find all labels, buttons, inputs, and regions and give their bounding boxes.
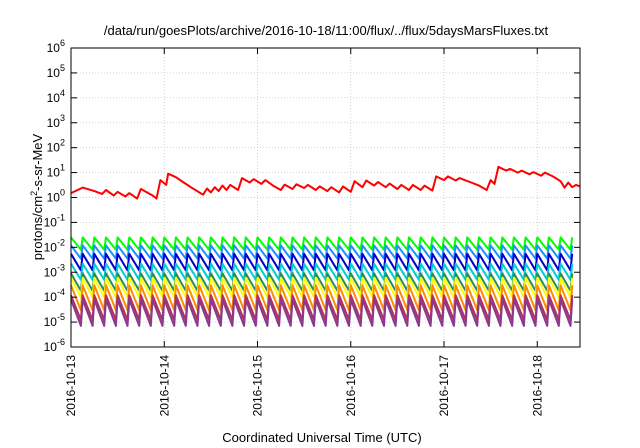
y-tick-label: 10-6 bbox=[44, 337, 65, 354]
x-tick-label: 2016-10-13 bbox=[64, 355, 78, 417]
y-axis-label: protons/cm2-s-sr-MeV bbox=[29, 133, 45, 260]
y-tick-label: 100 bbox=[47, 188, 65, 205]
y-tick-label: 104 bbox=[47, 88, 65, 105]
y-tick-layer: 10-6 10-5 10-4 10-3 10-2 10-1 100 101 102 103 104 1… bbox=[44, 38, 580, 354]
x-axis-label: Coordinated Universal Time (UTC) bbox=[222, 430, 421, 445]
y-tick-label: 102 bbox=[47, 138, 65, 155]
series-line-3 bbox=[70, 252, 574, 272]
series-layer bbox=[70, 165, 581, 327]
series-line-9 bbox=[70, 298, 574, 327]
x-tick-label: 2016-10-14 bbox=[157, 355, 171, 417]
x-tick-label: 2016-10-18 bbox=[530, 355, 544, 417]
x-tick-label: 2016-10-15 bbox=[251, 355, 265, 417]
y-tick-label: 10-4 bbox=[44, 287, 65, 304]
y-tick-label: 10-3 bbox=[44, 262, 65, 279]
y-tick-label: 106 bbox=[47, 38, 65, 55]
chart-title: /data/run/goesPlots/archive/2016-10-18/1… bbox=[104, 23, 549, 38]
series-line-1 bbox=[70, 236, 574, 251]
y-tick-label: 10-5 bbox=[44, 312, 65, 329]
y-tick-label: 10-2 bbox=[44, 237, 65, 254]
series-line-4 bbox=[70, 262, 574, 281]
x-tick-label: 2016-10-17 bbox=[437, 355, 451, 417]
y-tick-label: 101 bbox=[47, 163, 65, 180]
x-tick-label: 2016-10-16 bbox=[344, 355, 358, 417]
x-tick-layer: 2016-10-13 2016-10-14 2016-10-15 2016-10-16… bbox=[64, 48, 544, 416]
y-tick-label: 105 bbox=[47, 63, 65, 80]
y-tick-label: 103 bbox=[47, 113, 65, 130]
y-tick-label: 10-1 bbox=[44, 212, 65, 229]
series-line-0 bbox=[70, 165, 581, 200]
series-line-2 bbox=[70, 244, 574, 260]
